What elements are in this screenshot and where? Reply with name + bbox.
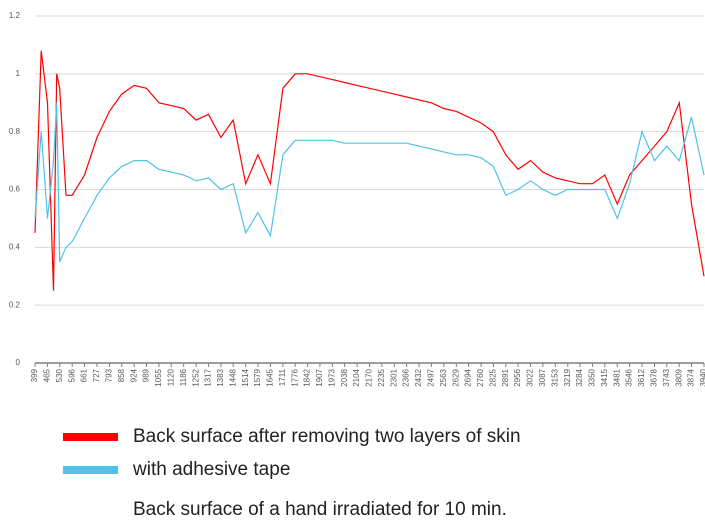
x-tick-label: 3546 <box>625 368 634 386</box>
x-tick-label: 3284 <box>575 368 584 386</box>
x-tick-label: 1055 <box>154 368 163 386</box>
x-tick-label: 1252 <box>191 368 200 386</box>
x-tick-label: 1776 <box>290 368 299 386</box>
y-tick-label: 0.4 <box>9 242 21 251</box>
legend-label: Back surface after removing two layers o… <box>133 426 521 447</box>
x-tick-label: 1448 <box>228 368 237 386</box>
x-tick-label: 1973 <box>327 368 336 386</box>
x-tick-label: 3940 <box>699 368 705 386</box>
x-tick-label: 3219 <box>563 368 572 386</box>
series-line <box>34 50 705 291</box>
y-tick-label: 1.2 <box>9 11 21 20</box>
x-tick-label: 3809 <box>674 368 683 386</box>
x-tick-label: 1383 <box>216 368 225 386</box>
x-tick-label: 596 <box>67 368 76 382</box>
series-line <box>34 102 705 263</box>
x-tick-label: 2497 <box>426 368 435 386</box>
x-tick-label: 2825 <box>488 368 497 386</box>
x-tick-label: 1317 <box>204 368 213 386</box>
x-tick-label: 2170 <box>365 368 374 386</box>
x-tick-label: 3874 <box>687 368 696 386</box>
x-tick-label: 1514 <box>241 368 250 386</box>
x-tick-label: 2432 <box>414 368 423 386</box>
legend-note: Back surface of a hand irradiated for 10… <box>133 499 507 520</box>
x-tick-label: 989 <box>142 368 151 382</box>
x-tick-label: 3153 <box>550 368 559 386</box>
legend-label: with adhesive tape <box>132 459 290 480</box>
x-tick-label: 3743 <box>662 368 671 386</box>
x-tick-label: 661 <box>80 368 89 382</box>
x-tick-label: 793 <box>105 368 114 382</box>
x-tick-label: 1579 <box>253 368 262 386</box>
x-tick-label: 3612 <box>637 368 646 386</box>
y-tick-label: 1 <box>16 69 21 78</box>
x-tick-label: 465 <box>43 368 52 382</box>
legend-swatch <box>63 466 118 474</box>
x-tick-label: 1711 <box>278 368 287 386</box>
x-tick-label: 2038 <box>340 368 349 386</box>
x-tick-label: 1907 <box>315 368 324 386</box>
x-tick-label: 1645 <box>266 368 275 386</box>
x-tick-label: 3481 <box>612 368 621 386</box>
x-tick-label: 530 <box>55 368 64 382</box>
x-tick-label: 2760 <box>476 368 485 386</box>
x-tick-label: 3678 <box>650 368 659 386</box>
x-tick-label: 1120 <box>166 368 175 386</box>
y-tick-label: 0.2 <box>9 300 21 309</box>
x-tick-label: 399 <box>30 368 39 382</box>
x-tick-label: 1186 <box>179 368 188 386</box>
x-tick-label: 727 <box>92 368 101 382</box>
x-tick-label: 1842 <box>303 368 312 386</box>
y-tick-label: 0 <box>16 358 21 367</box>
x-tick-label: 3022 <box>526 368 535 386</box>
x-tick-label: 3350 <box>588 368 597 386</box>
x-tick-label: 858 <box>117 368 126 382</box>
x-tick-label: 2694 <box>464 368 473 386</box>
x-tick-label: 3087 <box>538 368 547 386</box>
x-tick-label: 2629 <box>451 368 460 386</box>
legend-swatch <box>63 433 118 441</box>
x-tick-label: 2956 <box>513 368 522 386</box>
x-tick-label: 2104 <box>352 368 361 386</box>
y-tick-label: 0.8 <box>9 127 21 136</box>
y-tick-label: 0.6 <box>9 185 21 194</box>
x-tick-label: 2301 <box>389 368 398 386</box>
x-tick-label: 3415 <box>600 368 609 386</box>
x-tick-label: 924 <box>129 368 138 382</box>
x-tick-label: 2235 <box>377 368 386 386</box>
x-tick-label: 2563 <box>439 368 448 386</box>
x-tick-label: 2366 <box>402 368 411 386</box>
x-tick-label: 2891 <box>501 368 510 386</box>
